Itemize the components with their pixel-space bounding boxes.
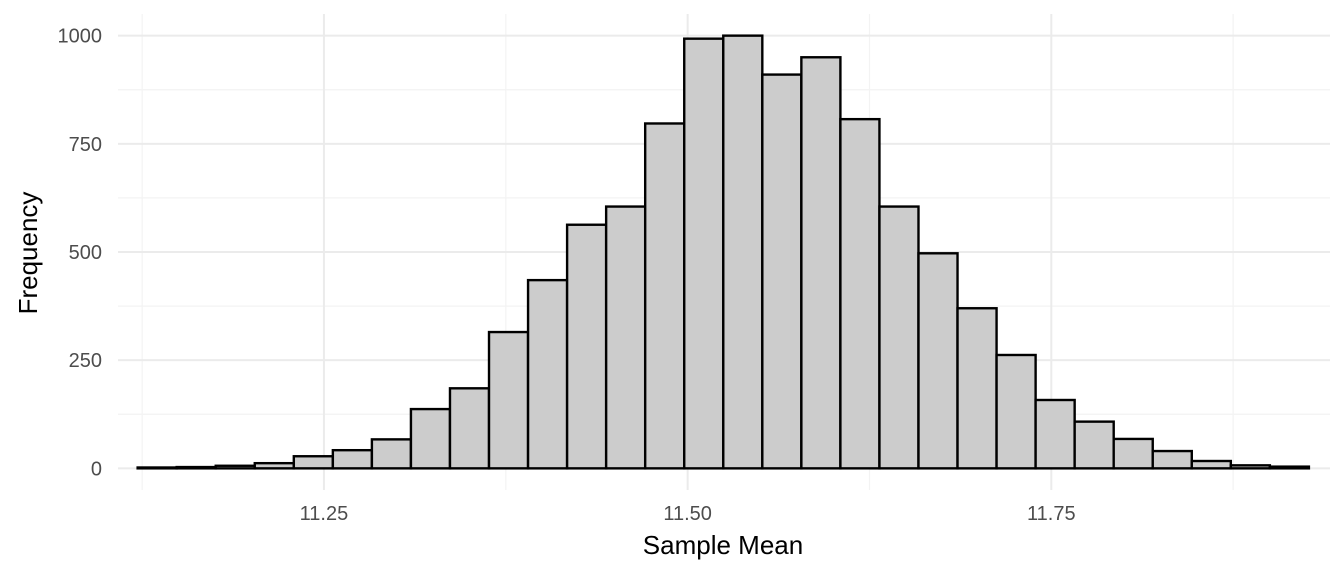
histogram-bar (136, 466, 178, 470)
y-tick-label: 0 (91, 458, 102, 480)
histogram-bar (565, 223, 608, 470)
x-tick-label: 11.75 (1027, 503, 1076, 525)
histogram-bar (604, 205, 647, 470)
histogram-bar (995, 353, 1037, 470)
y-tick-label: 750 (69, 134, 102, 156)
histogram-bar (1268, 465, 1311, 470)
histogram-bar (331, 448, 374, 470)
histogram-bar (175, 465, 217, 470)
y-tick-label: 500 (69, 242, 102, 264)
histogram-bar (839, 117, 881, 470)
histogram-bar (1073, 420, 1115, 470)
histogram-bar (487, 330, 530, 470)
y-tick-label: 1000 (58, 26, 103, 48)
histogram-bar (448, 387, 491, 470)
histogram-bar (683, 37, 725, 470)
y-axis-ticks: 0 250 500 750 1000 (58, 26, 103, 481)
histogram-bar (917, 252, 959, 470)
histogram-bar (1112, 437, 1154, 470)
histogram-bar (722, 34, 764, 470)
histogram-bar (761, 73, 803, 470)
histogram-bar (292, 455, 335, 470)
histogram-bar (1190, 459, 1233, 470)
histogram-bar (409, 407, 452, 470)
histogram-bar (214, 464, 256, 470)
histogram-bar (526, 278, 569, 470)
x-tick-label: 11.25 (300, 503, 349, 525)
histogram-bar (956, 307, 998, 470)
x-tick-label: 11.50 (663, 503, 712, 525)
histogram-bars (136, 34, 1311, 470)
x-axis-title: Sample Mean (643, 530, 803, 560)
y-axis-title: Frequency (13, 192, 43, 315)
histogram-bar (1034, 398, 1076, 470)
y-tick-label: 250 (69, 350, 102, 372)
histogram-bar (1229, 464, 1272, 470)
histogram-bar (370, 438, 413, 470)
histogram-bar (643, 122, 686, 470)
x-axis-ticks: 11.25 11.50 11.75 (300, 503, 1076, 525)
histogram-bar (253, 461, 296, 470)
histogram-bar (878, 205, 920, 470)
histogram-bar (1151, 449, 1193, 470)
histogram-bar (800, 56, 842, 470)
